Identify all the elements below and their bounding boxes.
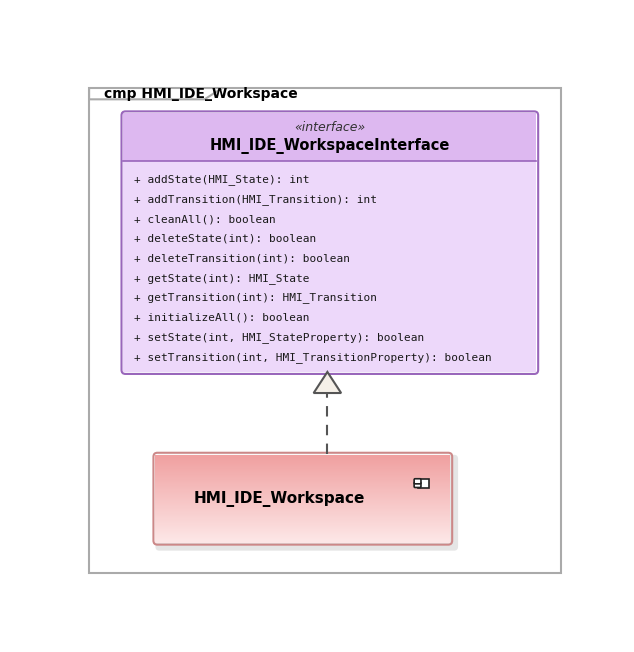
Text: + initializeAll(): boolean: + initializeAll(): boolean <box>134 313 310 323</box>
FancyBboxPatch shape <box>124 113 536 161</box>
Text: + setState(int, HMI_StateProperty): boolean: + setState(int, HMI_StateProperty): bool… <box>134 332 425 343</box>
Polygon shape <box>314 372 341 393</box>
Text: + setTransition(int, HMI_TransitionProperty): boolean: + setTransition(int, HMI_TransitionPrope… <box>134 351 492 363</box>
Text: + cleanAll(): boolean: + cleanAll(): boolean <box>134 215 276 224</box>
Text: «interface»: «interface» <box>294 121 365 134</box>
FancyBboxPatch shape <box>414 479 421 484</box>
Text: + getState(int): HMI_State: + getState(int): HMI_State <box>134 273 310 284</box>
Text: cmp HMI_IDE_Workspace: cmp HMI_IDE_Workspace <box>104 87 297 101</box>
Text: HMI_IDE_Workspace: HMI_IDE_Workspace <box>193 491 365 507</box>
Text: + deleteState(int): boolean: + deleteState(int): boolean <box>134 234 316 244</box>
FancyBboxPatch shape <box>414 482 421 488</box>
Text: HMI_IDE_WorkspaceInterface: HMI_IDE_WorkspaceInterface <box>210 138 450 154</box>
Text: + addTransition(HMI_Transition): int: + addTransition(HMI_Transition): int <box>134 194 377 205</box>
Bar <box>418 479 429 488</box>
Text: + getTransition(int): HMI_Transition: + getTransition(int): HMI_Transition <box>134 293 377 303</box>
Text: + addState(HMI_State): int: + addState(HMI_State): int <box>134 175 310 185</box>
FancyBboxPatch shape <box>124 161 536 372</box>
FancyBboxPatch shape <box>155 455 458 551</box>
Text: + deleteTransition(int): boolean: + deleteTransition(int): boolean <box>134 254 350 263</box>
